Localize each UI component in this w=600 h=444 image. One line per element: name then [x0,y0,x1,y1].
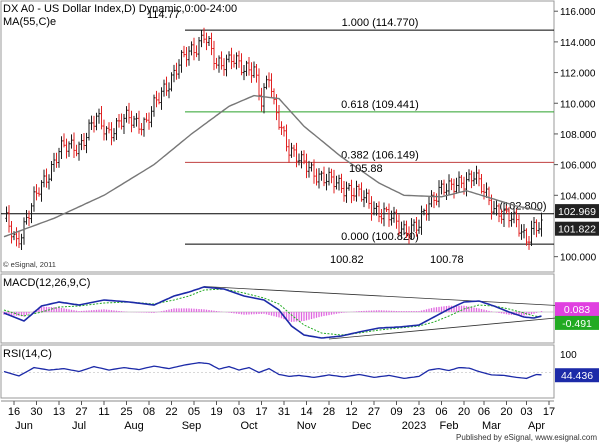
x-day-label: 25 [120,406,132,418]
x-day-label: 17 [543,406,555,418]
x-month-label: Nov [297,420,317,432]
rsi-tag [555,368,599,383]
x-day-label: 16 [8,406,20,418]
x-day-label: 20 [458,406,470,418]
price-tag [555,204,599,219]
fib-label: 0.618 (109.441) [341,99,419,111]
x-day-label: 31 [278,406,290,418]
macd-tag-text: -0.491 [562,318,592,330]
x-day-label: 03 [233,406,245,418]
annotation-swing-high: 105.88 [349,163,383,175]
x-day-label: 23 [413,406,425,418]
ma-line [3,94,542,238]
price-ytick-label: 108.000 [560,130,597,141]
x-day-label: 17 [255,406,267,418]
price-annotations: 114.77 105.88 100.82 100.78 [147,9,464,266]
x-month-label: Aug [124,420,144,432]
annotation-low-2: 100.78 [430,254,464,266]
rsi-panel-border [0,344,555,399]
rsi-tags: 44.436 [555,368,599,383]
x-day-label: 14 [300,406,312,418]
x-day-label: 06 [435,406,447,418]
fib-label: 1.000 (114.770) [342,17,419,29]
price-panel-border [0,0,555,273]
price-panel: 116.000 114.000 112.000 110.000 108.000 106.0… [0,0,599,273]
rsi-tick-100: 100 [560,350,577,361]
price-tag [555,221,599,236]
x-month-label: Dec [352,420,372,432]
x-month-label: Jul [72,420,86,432]
macd-panel: MACD(12,26,9,C) 0.083 -0.491 [0,273,599,344]
x-day-labels: 16 30 13 27 11 25 08 22 05 19 03 17 31 14 28 12 27 09 23 06… [8,401,555,418]
credit-text: © eSignal, 2011 [3,260,56,269]
rsi-panel: RSI(14,C) 100 44.436 [0,344,599,399]
macd-tag [555,302,599,317]
macd-tag [555,315,599,330]
x-month-labels: Jun Jul Aug Sep Oct Nov Dec 2023 Feb Mar Apr [15,420,545,432]
x-day-label: 28 [323,406,335,418]
signal-line [3,288,542,336]
x-day-label: 13 [53,406,65,418]
fib-label: 0.382 (106.149) [341,149,419,161]
x-day-label: 03 [520,406,532,418]
price-tag-text: 101.822 [558,224,596,236]
x-day-label: 19 [210,406,222,418]
macd-trendlines [203,286,567,340]
x-day-label: 27 [75,406,87,418]
x-month-label: Apr [528,420,545,432]
chart-title: DX A0 - US Dollar Index,D) Dynamic,0:00-… [3,3,237,15]
x-day-label: 30 [30,406,42,418]
x-day-label: 27 [368,406,380,418]
price-ytick-label: 114.000 [560,38,596,49]
x-day-label: 08 [143,406,155,418]
x-day-label: 12 [345,406,357,418]
annotation-high: 114.77 [147,9,180,21]
x-day-label: 09 [390,406,402,418]
rsi-tag-text: 44.436 [561,370,593,382]
price-ytick-label: 104.000 [560,191,597,202]
price-ytick-label: 106.000 [560,161,597,172]
x-day-label: 22 [165,406,177,418]
fib-label: 0.000 (100.820) [341,231,419,243]
candles [5,27,543,250]
x-axis: 16 30 13 27 11 25 08 22 05 19 03 17 31 14 28 12 27 09 23 06… [1,400,555,432]
price-yaxis: 116.000 114.000 112.000 110.000 108.000 106.0… [554,7,597,264]
rsi-line [3,362,542,380]
ma-label: MA(55,C)e [3,16,56,28]
rsi-label: RSI(14,C) [3,348,52,360]
x-day-label: 05 [188,406,200,418]
price-tag-text: 102.969 [558,206,596,218]
x-day-label: 11 [98,406,109,418]
x-day-label: 20 [500,406,512,418]
footer-credit: Published by eSignal, www.esignal.com [456,433,597,442]
macd-trendline [203,286,567,307]
macd-tag-text: 0.083 [564,304,590,316]
x-month-label: Mar [482,420,501,432]
price-ytick-label: 100.000 [560,253,597,264]
x-month-label: Feb [440,420,459,432]
x-month-label: Oct [240,420,257,432]
price-ytick-label: 116.000 [560,7,596,18]
macd-tags: 0.083 -0.491 [555,302,599,330]
x-day-label: 06 [478,406,490,418]
x-month-label: Sep [182,420,202,432]
x-month-label: 2023 [402,420,426,432]
x-month-label: Jun [15,420,33,432]
price-ytick-label: 110.000 [560,99,596,110]
macd-trendline [328,316,567,340]
annotation-low-1: 100.82 [330,254,364,266]
macd-label: MACD(12,26,9,C) [3,277,90,289]
price-tags: 102.969 101.822 [555,204,599,236]
macd-line [3,286,542,339]
price-ytick-label: 112.000 [560,69,596,80]
